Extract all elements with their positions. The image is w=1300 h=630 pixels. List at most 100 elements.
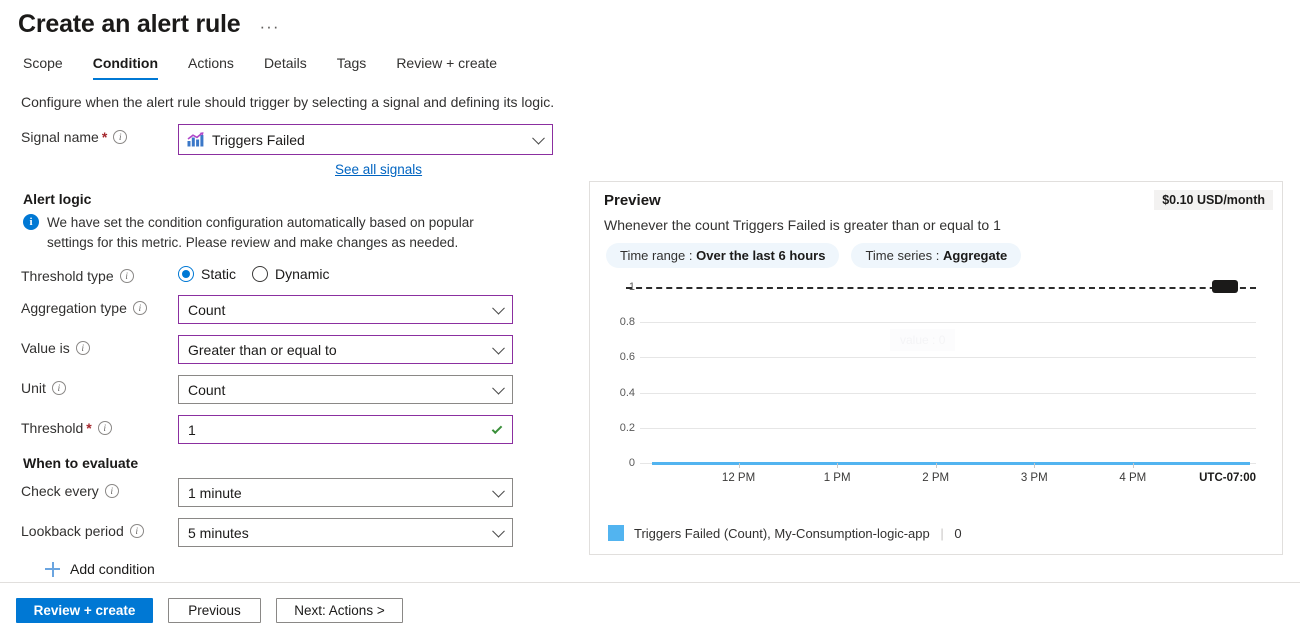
signal-name-value: Triggers Failed: [212, 131, 305, 148]
preview-panel: Preview $0.10 USD/month Whenever the cou…: [589, 181, 1283, 555]
value-is-value: Greater than or equal to: [188, 341, 337, 358]
info-icon-unit[interactable]: i: [51, 381, 66, 396]
info-icon-value-is[interactable]: i: [75, 341, 90, 356]
chevron-down-icon-lookback: [492, 524, 505, 538]
check-every-dropdown[interactable]: 1 minute: [178, 478, 513, 508]
unit-label: Unit i: [21, 375, 178, 396]
aggregation-type-value: Count: [188, 301, 226, 318]
time-series-pill[interactable]: Time series : Aggregate: [851, 243, 1022, 268]
value-is-row: Value is i Greater than or equal to: [21, 335, 566, 365]
more-options-icon[interactable]: ···: [259, 17, 280, 36]
tab-condition[interactable]: Condition: [78, 52, 173, 80]
metric-chart[interactable]: 1 0.8 0.6 0.4 0.2 0 value : 0: [604, 279, 1268, 491]
gridline-0.4: [640, 392, 1256, 394]
info-icon-signal-name[interactable]: i: [113, 130, 128, 144]
gridline-0.8: [640, 322, 1256, 324]
time-range-pill[interactable]: Time range : Over the last 6 hours: [606, 243, 840, 268]
y-tick-label-0: 0: [628, 457, 635, 469]
aggregation-type-row: Aggregation type i Count: [21, 295, 566, 325]
when-to-evaluate-heading: When to evaluate: [23, 455, 139, 472]
aggregation-type-label: Aggregation type i: [21, 295, 178, 316]
signal-name-label: Signal name * i: [21, 124, 178, 145]
chevron-down-icon-unit: [492, 381, 505, 395]
series-line-triggers-failed: [652, 462, 1250, 465]
threshold-line: [626, 280, 1256, 293]
tab-scope[interactable]: Scope: [23, 55, 63, 71]
wizard-tabs: Scope Condition Actions Details Tags Rev…: [20, 52, 512, 80]
previous-button[interactable]: Previous: [168, 598, 261, 623]
next-actions-button[interactable]: Next: Actions >: [276, 598, 403, 623]
legend-separator: |: [940, 525, 944, 541]
signal-name-dropdown[interactable]: Triggers Failed: [178, 124, 553, 155]
see-all-signals-link[interactable]: See all signals: [335, 162, 423, 177]
radio-dynamic[interactable]: Dynamic: [252, 266, 329, 283]
required-asterisk: *: [101, 129, 108, 145]
x-tick-2pm: [935, 463, 937, 468]
y-tick-label-0.4: 0.4: [619, 386, 635, 399]
tooltip-ghost: value : 0: [890, 329, 956, 351]
tab-tags[interactable]: Tags: [336, 55, 367, 71]
aggregation-type-dropdown[interactable]: Count: [178, 295, 513, 325]
check-every-label-text: Check every: [21, 483, 99, 500]
y-tick-label-0.6: 0.6: [619, 351, 635, 364]
chevron-down-icon-check-every: [492, 484, 505, 498]
tab-actions[interactable]: Actions: [188, 55, 234, 71]
value-is-label-text: Value is: [21, 340, 70, 357]
info-icon-lookback-period[interactable]: i: [129, 524, 144, 539]
threshold-type-row: Threshold type i Static Dynamic: [21, 263, 566, 284]
threshold-row: Threshold * i 1: [21, 415, 566, 445]
check-every-row: Check every i 1 minute: [21, 478, 566, 508]
threshold-type-label: Threshold type i: [21, 263, 178, 284]
plus-icon: [45, 561, 60, 577]
unit-dropdown[interactable]: Count: [178, 375, 513, 405]
value-is-dropdown[interactable]: Greater than or equal to: [178, 335, 513, 365]
x-tick-3pm: [1034, 463, 1036, 468]
lookback-period-dropdown[interactable]: 5 minutes: [178, 518, 513, 548]
add-condition-button[interactable]: Add condition: [45, 561, 566, 577]
info-icon-check-every[interactable]: i: [104, 484, 119, 499]
lookback-period-value: 5 minutes: [188, 524, 249, 541]
info-circle-icon: i: [23, 214, 39, 230]
radio-static-label: Static: [201, 266, 237, 283]
lookback-period-label-text: Lookback period: [21, 523, 124, 540]
legend-series-name: Triggers Failed (Count), My-Consumption-…: [634, 525, 930, 541]
legend-series-value: 0: [954, 525, 962, 541]
unit-label-text: Unit: [21, 380, 46, 397]
check-every-label: Check every i: [21, 478, 178, 499]
x-tick-4pm: [1132, 463, 1134, 468]
radio-static[interactable]: Static: [178, 266, 237, 283]
lookback-period-row: Lookback period i 5 minutes: [21, 518, 566, 548]
chart-plot-area: 1 0.8 0.6 0.4 0.2 0 value : 0: [620, 280, 1256, 484]
threshold-input[interactable]: 1: [178, 415, 513, 445]
y-tick-label-0.2: 0.2: [619, 421, 635, 434]
threshold-label-text: Threshold: [21, 420, 84, 437]
alert-logic-heading: Alert logic: [23, 191, 92, 207]
tab-review-create[interactable]: Review + create: [396, 55, 498, 71]
signal-name-row: Signal name * i Triggers Failed: [21, 124, 566, 179]
info-icon-threshold-type[interactable]: i: [119, 269, 134, 284]
chevron-down-icon-aggregation: [492, 301, 505, 315]
check-every-value: 1 minute: [188, 484, 242, 501]
page-title: Create an alert rule: [18, 10, 241, 38]
threshold-type-label-text: Threshold type: [21, 268, 114, 285]
threshold-marker-badge: [1212, 280, 1238, 293]
review-create-button[interactable]: Review + create: [16, 598, 153, 623]
gridline-0.6: [640, 357, 1256, 359]
time-series-value: Aggregate: [943, 248, 1008, 263]
page-subtitle: Configure when the alert rule should tri…: [21, 94, 555, 110]
info-message: i We have set the condition configuratio…: [23, 213, 523, 252]
chevron-down-icon-signal: [532, 131, 545, 145]
valid-check-icon: [491, 423, 503, 434]
radio-static-dot: [178, 266, 194, 283]
threshold-type-radio-group: Static Dynamic: [178, 263, 329, 283]
y-tick-label-0.8: 0.8: [619, 316, 635, 329]
x-tick-label-3pm: 3 PM: [1020, 472, 1048, 484]
cost-badge: $0.10 USD/month: [1154, 190, 1273, 210]
footer-divider: [0, 582, 1300, 583]
info-icon-aggregation-type[interactable]: i: [132, 301, 147, 316]
tab-details[interactable]: Details: [263, 55, 307, 71]
info-icon-threshold[interactable]: i: [97, 421, 112, 436]
time-range-prefix: Time range :: [620, 248, 693, 263]
x-tick-label-2pm: 2 PM: [922, 472, 950, 484]
